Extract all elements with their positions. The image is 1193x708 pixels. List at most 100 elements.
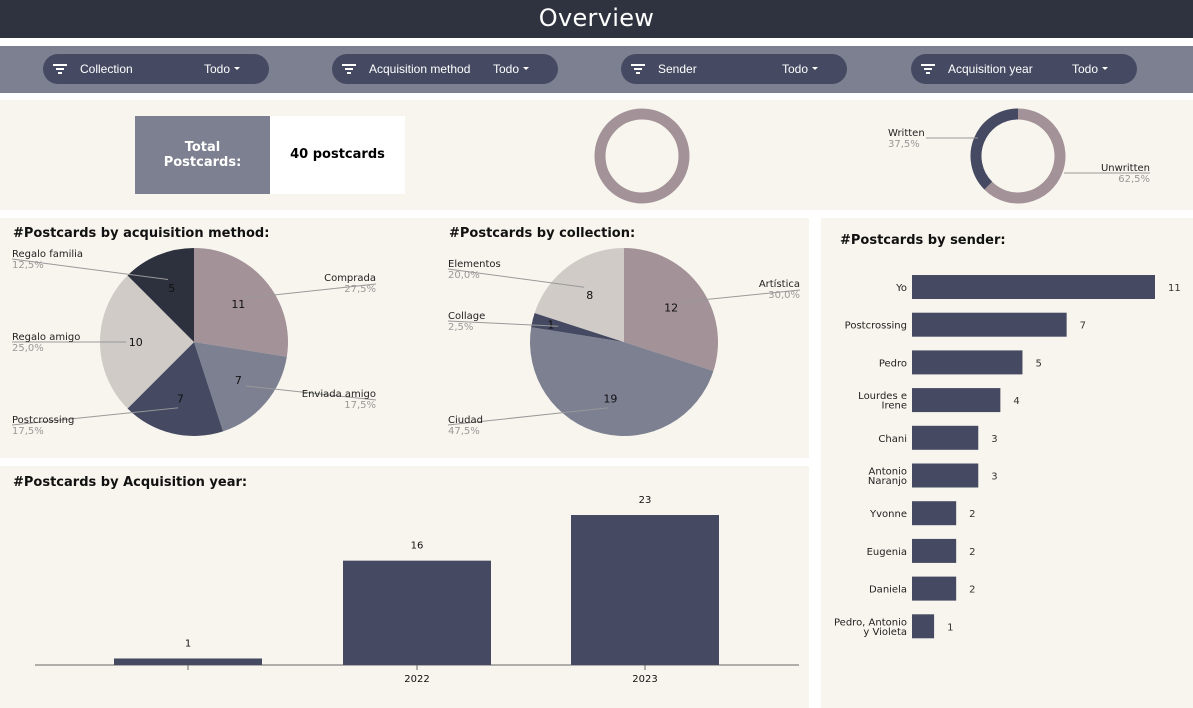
leader-line <box>447 320 559 327</box>
slice-category-label: Comprada <box>324 273 376 284</box>
pie-slice <box>127 342 224 436</box>
sender-category-label: Chani <box>878 434 907 445</box>
year-bar-chart: 1 16 2022 23 2023 <box>35 495 799 685</box>
donut-segment-unwritten <box>984 108 1066 204</box>
slice-category-label: Regalo familia <box>12 249 83 260</box>
bar-value-label: 11 <box>1168 283 1181 294</box>
slice-category-label: Artística <box>759 278 800 290</box>
bar-value-label: 3 <box>991 434 997 445</box>
slice-value-label: 8 <box>586 289 593 302</box>
filter-value[interactable]: Todo <box>493 62 520 76</box>
sender-category-label: Yvonne <box>869 509 907 520</box>
sender-bar <box>912 576 957 601</box>
slice-percent-label: 17,5% <box>12 426 44 437</box>
sender-panel <box>821 218 1193 708</box>
slice-value-label: 7 <box>235 374 242 387</box>
legend-label: Written <box>888 128 925 139</box>
slice-percent-label: 47,5% <box>448 426 480 437</box>
leader-line <box>245 283 377 299</box>
filter-value[interactable]: Todo <box>1072 62 1099 76</box>
sender-bar <box>912 388 1001 413</box>
page-title: Overview <box>0 0 1193 38</box>
bar-value-label: 1 <box>947 622 953 633</box>
acquisition-year-filter[interactable]: Acquisition year Todo <box>911 54 1137 84</box>
filter-icon <box>53 64 67 74</box>
sender-category-label: Yo <box>895 283 907 294</box>
slice-category-label: Postcrossing <box>12 415 74 426</box>
slice-percent-label: 27,5% <box>344 284 376 295</box>
collection-chart-title: #Postcards by collection: <box>449 226 636 241</box>
leader-line <box>11 407 179 426</box>
bar-value-label: 1 <box>185 638 191 649</box>
total-postcards-label: Total Postcards: <box>135 116 270 194</box>
sender-filter[interactable]: Sender Todo <box>621 54 847 84</box>
filter-icon <box>342 64 356 74</box>
leader-line <box>245 385 377 401</box>
collection-filter[interactable]: Collection Todo <box>43 54 269 84</box>
slice-category-label: Elementos <box>448 259 501 270</box>
acquisition-method-filter[interactable]: Acquisition method Todo <box>332 54 558 84</box>
bar-value-label: 3 <box>991 472 997 483</box>
slice-percent-label: 20,0% <box>448 270 480 281</box>
pie-slice <box>194 342 287 432</box>
leader-line <box>678 289 801 303</box>
year-bar <box>571 515 719 665</box>
bar-value-label: 4 <box>1013 396 1019 407</box>
slice-category-label: Ciudad <box>448 415 483 426</box>
sender-category-label: Pedro, Antonio <box>834 617 907 628</box>
sender-bar <box>912 425 979 450</box>
leader-line <box>447 268 585 288</box>
filter-label: Acquisition year <box>948 62 1033 76</box>
filter-bar: Collection Todo Acquisition method Todo … <box>0 46 1193 93</box>
sender-category-label: Lourdes e <box>858 391 907 402</box>
sender-bar <box>912 538 957 563</box>
slice-value-label: 5 <box>168 282 175 295</box>
filter-value[interactable]: Todo <box>782 62 809 76</box>
sender-category-label: Eugenia <box>867 547 907 558</box>
sender-bar <box>912 614 935 639</box>
chevron-down-icon[interactable] <box>812 67 818 70</box>
method-chart-title: #Postcards by acquisition method: <box>13 226 270 241</box>
leader-line <box>447 407 609 426</box>
chevron-down-icon[interactable] <box>234 67 240 70</box>
slice-percent-label: 12,5% <box>12 260 44 271</box>
chevron-down-icon[interactable] <box>523 67 529 70</box>
sender-category-label: Daniela <box>869 585 907 596</box>
bar-value-label: 2 <box>969 547 975 558</box>
bar-value-label: 16 <box>411 541 424 552</box>
sender-bar <box>912 275 1155 299</box>
filter-value[interactable]: Todo <box>204 62 231 76</box>
leader-line <box>11 258 169 280</box>
year-bar <box>343 560 491 665</box>
sender-bar <box>912 350 1023 375</box>
slice-value-label: 1 <box>547 318 554 331</box>
sender-category-label: Irene <box>882 401 907 412</box>
sender-category-label: y Violeta <box>863 627 907 638</box>
sender-category-label: Naranjo <box>868 476 907 487</box>
year-bar <box>114 658 262 665</box>
slice-value-label: 12 <box>664 302 678 315</box>
sender-bar <box>912 501 957 526</box>
pie-slice <box>127 248 194 342</box>
filter-label: Sender <box>658 62 697 76</box>
slice-percent-label: 2,5% <box>448 322 473 333</box>
slice-value-label: 11 <box>231 298 245 311</box>
slice-category-label: Enviada amigo <box>302 389 376 400</box>
slice-percent-label: 30,0% <box>768 290 800 301</box>
bar-value-label: 5 <box>1035 358 1041 369</box>
sender-category-label: Postcrossing <box>845 321 907 332</box>
chevron-down-icon[interactable] <box>1102 67 1108 70</box>
sender-bar <box>912 463 979 488</box>
x-tick-label: 2023 <box>632 674 657 685</box>
slice-category-label: Regalo amigo <box>12 332 80 343</box>
pie-slice <box>194 248 288 357</box>
slice-value-label: 7 <box>177 393 184 406</box>
year-chart-title: #Postcards by Acquisition year: <box>13 475 248 490</box>
slice-percent-label: 25,0% <box>12 343 44 354</box>
legend-label: Unwritten <box>1101 163 1150 174</box>
filter-icon <box>631 64 645 74</box>
pie-slice <box>100 275 194 409</box>
